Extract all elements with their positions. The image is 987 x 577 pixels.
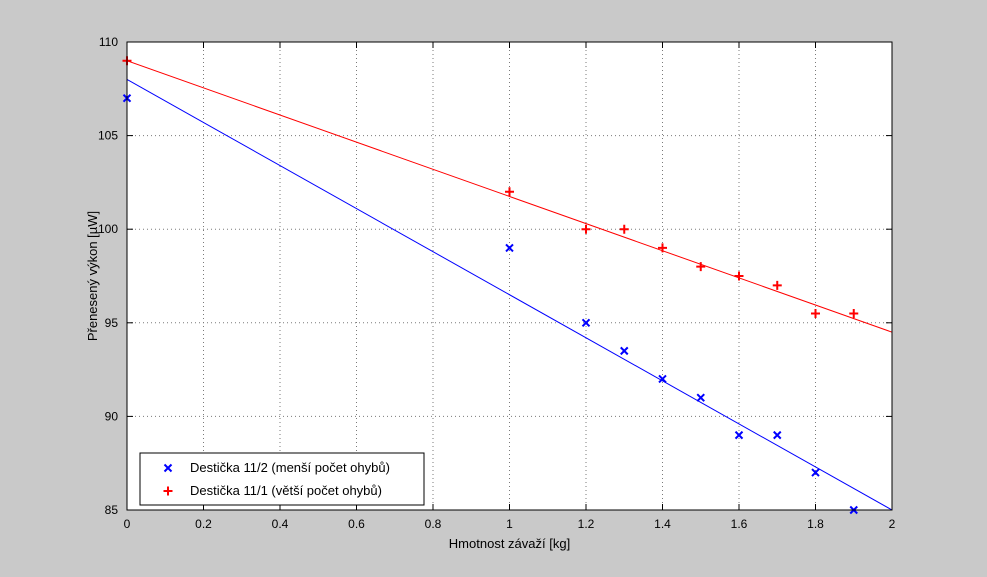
x-tick-labels: 0 0.2 0.4 0.6 0.8 1 1.2 1.4 1.6 1.8 2 <box>124 517 896 531</box>
y-tick-labels: 85 90 95 100 105 110 <box>98 35 118 517</box>
plus-marker <box>658 243 667 253</box>
plus-marker <box>849 308 859 318</box>
x-tick-label: 1.8 <box>807 517 824 531</box>
x-tick-label: 1 <box>506 517 513 531</box>
x-tick-label: 0.6 <box>348 517 365 531</box>
plot-area <box>127 42 892 510</box>
x-marker <box>773 430 782 440</box>
x-marker <box>658 374 667 384</box>
x-tick-label: 2 <box>889 517 896 531</box>
legend-box <box>139 452 425 506</box>
plus-marker <box>696 262 706 272</box>
y-tick-label: 85 <box>105 503 119 517</box>
y-tick-label: 105 <box>98 129 118 143</box>
plus-marker <box>581 224 591 234</box>
x-marker <box>811 468 820 477</box>
x-tick-label: 0.4 <box>272 517 289 531</box>
plus-marker <box>734 271 744 281</box>
legend-item-1: Destička 11/2 (menší počet ohybů) <box>163 460 390 475</box>
x-marker <box>620 346 629 356</box>
x-axis-label: Hmotnost závaží [kg] <box>449 536 570 551</box>
y-tick-label: 110 <box>99 35 118 49</box>
y-tick-label: 100 <box>98 222 118 236</box>
fit-line-series-2 <box>126 60 893 333</box>
x-tick-label: 0 <box>124 517 131 531</box>
plus-marker <box>811 308 820 318</box>
legend-item-label: Destička 11/1 (větší počet ohybů) <box>190 483 382 498</box>
x-tick-label: 0.8 <box>425 517 442 531</box>
x-tick-label: 1.4 <box>654 517 671 531</box>
plus-marker <box>619 224 629 234</box>
x-marker <box>505 243 514 253</box>
fit-line-series-1 <box>126 79 893 511</box>
x-tick-label: 1.2 <box>578 517 595 531</box>
y-axis-label: Přenesený výkon [µW] <box>85 211 100 341</box>
tick-marks <box>126 41 893 511</box>
x-tick-label: 0.2 <box>195 517 212 531</box>
x-marker <box>696 393 705 402</box>
x-tick-label: 1.6 <box>731 517 748 531</box>
x-marker <box>581 318 591 328</box>
plus-marker <box>163 486 173 496</box>
y-tick-label: 95 <box>105 316 119 330</box>
x-marker <box>734 430 744 440</box>
plus-marker <box>505 187 514 197</box>
x-marker <box>163 463 173 473</box>
legend-item-label: Destička 11/2 (menší počet ohybů) <box>190 460 390 475</box>
legend-item-2: Destička 11/1 (větší počet ohybů) <box>163 483 382 498</box>
legend: Destička 11/2 (menší počet ohybů) Destičk… <box>139 452 425 506</box>
y-tick-label: 90 <box>105 409 119 423</box>
plus-marker <box>772 280 782 290</box>
series-1-markers <box>122 93 858 515</box>
